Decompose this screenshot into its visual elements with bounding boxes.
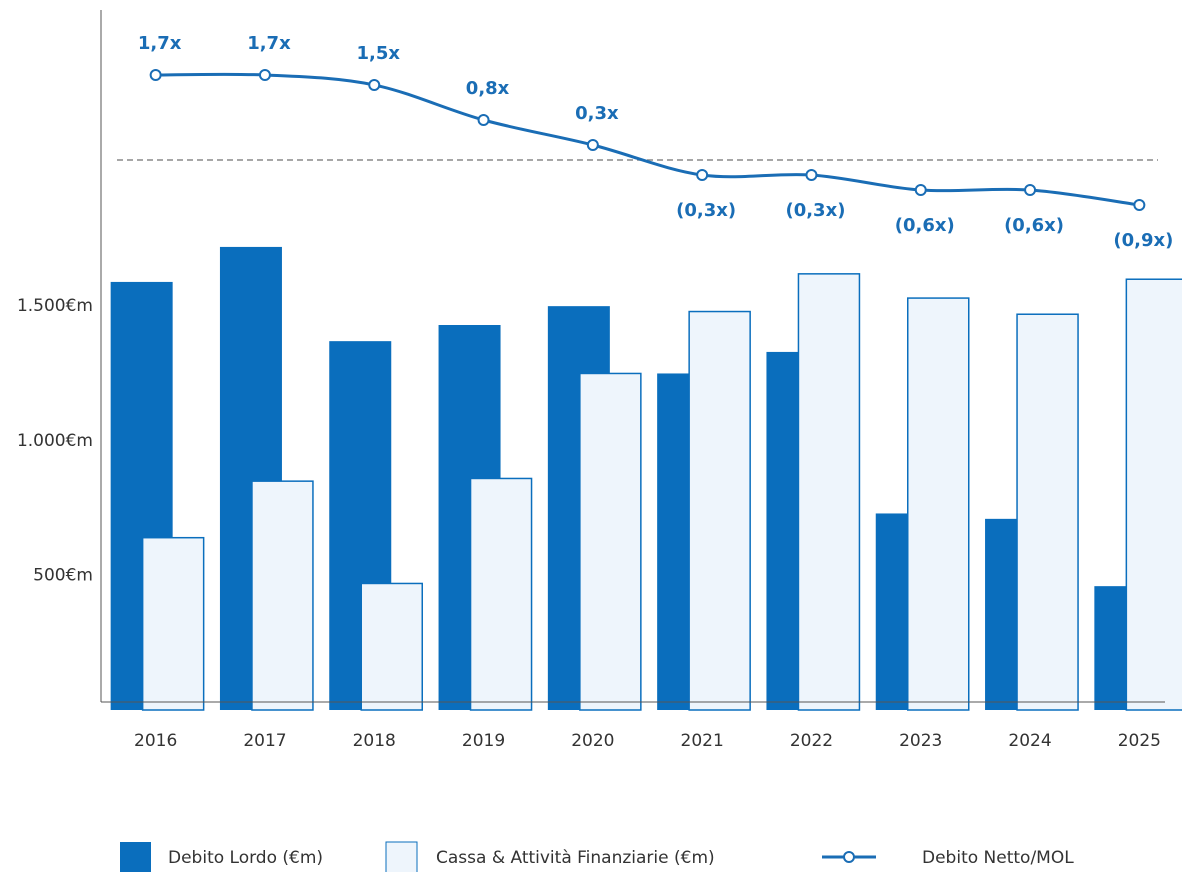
marker (258, 69, 271, 81)
data-label: (0,3x) (676, 200, 736, 221)
bar (907, 297, 970, 711)
data-label: 1,7x (247, 33, 291, 54)
y-tick-label: 1.000€m (17, 431, 93, 451)
bar (1125, 278, 1182, 711)
marker (696, 169, 709, 181)
marker (149, 69, 162, 81)
bar (1016, 313, 1079, 711)
marker (805, 169, 818, 181)
legend-label: Cassa & Attività Finanziarie (€m) (436, 848, 715, 868)
marker (586, 139, 599, 151)
marker (1133, 199, 1146, 211)
marker (368, 79, 381, 91)
x-tick-label: 2022 (790, 731, 833, 751)
x-tick-label: 2020 (571, 731, 614, 751)
bar (360, 582, 423, 711)
y-tick-label: 1.500€m (17, 296, 93, 316)
x-tick-label: 2024 (1008, 731, 1051, 751)
marker (1024, 184, 1037, 196)
data-label: (0,3x) (785, 200, 845, 221)
marker (477, 114, 490, 126)
legend-label: Debito Netto/MOL (922, 848, 1074, 868)
data-label: 0,8x (466, 78, 510, 99)
x-tick-label: 2021 (681, 731, 724, 751)
bar (688, 310, 751, 711)
bar (797, 273, 861, 711)
bar (469, 477, 533, 711)
data-label: 1,5x (357, 43, 401, 64)
line (155, 72, 1140, 207)
data-label: 1,7x (138, 33, 182, 54)
bar (579, 372, 642, 711)
x-tick-label: 2023 (899, 731, 942, 751)
bar (251, 480, 314, 711)
marker (914, 184, 927, 196)
x-tick-label: 2025 (1118, 731, 1161, 751)
y-tick-label: 500€m (33, 565, 93, 585)
legend-label: Debito Lordo (€m) (168, 848, 323, 868)
legend-marker (843, 851, 855, 863)
x-tick-label: 2017 (243, 731, 286, 751)
data-label: (0,9x) (1113, 230, 1173, 251)
x-tick-label: 2019 (462, 731, 505, 751)
legend-swatch (385, 841, 418, 874)
data-label: 0,3x (575, 103, 619, 124)
x-tick-label: 2018 (353, 731, 396, 751)
data-label: (0,6x) (895, 215, 955, 236)
x-tick-label: 2016 (134, 731, 177, 751)
data-label: (0,6x) (1004, 215, 1064, 236)
bar (141, 536, 205, 711)
legend-swatch (120, 842, 151, 873)
